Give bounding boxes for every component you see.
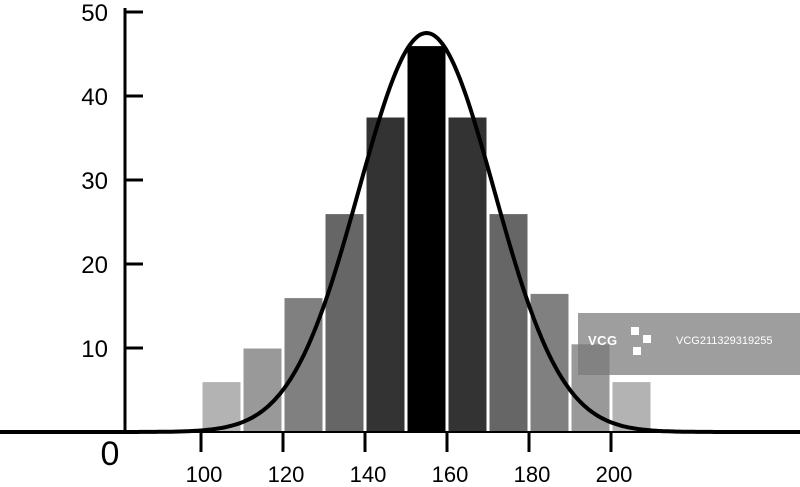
origin-label: 0 bbox=[101, 435, 120, 473]
watermark-logo-icon bbox=[631, 327, 651, 355]
histogram-bar bbox=[406, 45, 447, 433]
x-tick-label: 180 bbox=[514, 462, 551, 487]
x-tick-label: 120 bbox=[268, 462, 305, 487]
histogram-bar bbox=[283, 297, 324, 433]
watermark-id: VCG211329319255 bbox=[676, 335, 773, 347]
x-tick-label: 140 bbox=[350, 462, 387, 487]
watermark-banner: VCG VCG211329319255 bbox=[578, 313, 800, 375]
x-tick-label: 160 bbox=[432, 462, 469, 487]
histogram-bar bbox=[529, 292, 570, 433]
bell-curve-layer bbox=[0, 30, 800, 434]
histogram-bar bbox=[447, 116, 488, 433]
y-tick-label: 10 bbox=[81, 336, 108, 363]
x-tick-label: 100 bbox=[186, 462, 223, 487]
y-tick-label: 20 bbox=[81, 252, 108, 279]
x-tick-label: 200 bbox=[596, 462, 633, 487]
y-tick-label: 50 bbox=[81, 0, 108, 27]
histogram-bar bbox=[324, 213, 365, 433]
histogram-bar bbox=[488, 213, 529, 433]
tick-labels: 10 20 30 40 50 100 120 140 160 180 200 0 bbox=[81, 0, 632, 487]
y-tick-label: 40 bbox=[81, 84, 108, 111]
bell-curve bbox=[0, 30, 800, 434]
histogram-bar bbox=[365, 116, 406, 433]
watermark-brand: VCG bbox=[588, 333, 618, 348]
histogram-bar bbox=[611, 381, 652, 433]
y-tick-label: 30 bbox=[81, 168, 108, 195]
